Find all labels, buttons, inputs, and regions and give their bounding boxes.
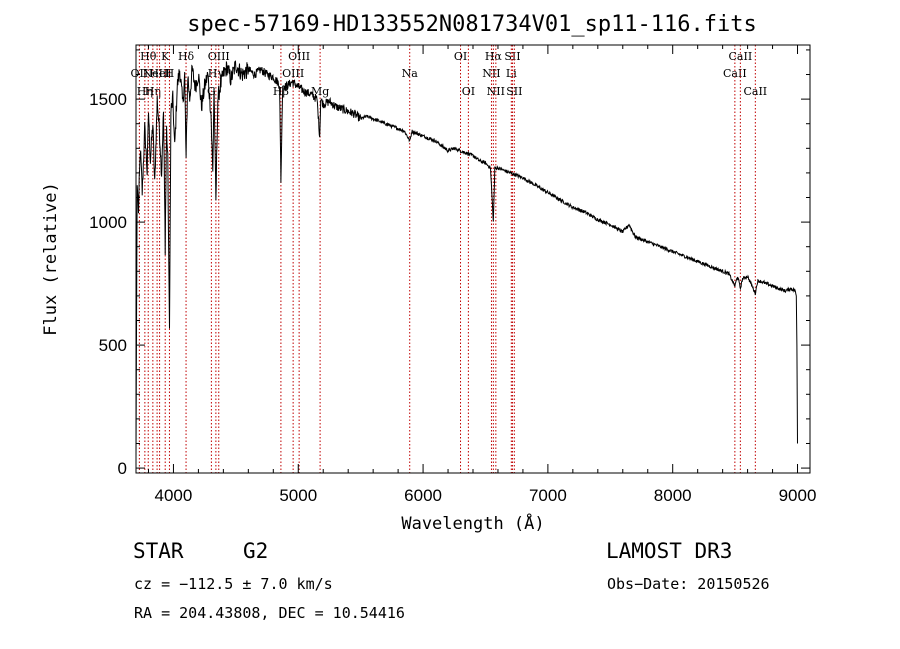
- object-class: STAR: [133, 539, 184, 563]
- coordinates: RA = 204.43808, DEC = 10.54416: [134, 604, 405, 622]
- line-marker-label-22: Li: [506, 67, 517, 80]
- x-tick-label-4000: 4000: [155, 486, 193, 505]
- line-marker-label-11: OIII: [208, 50, 230, 63]
- line-marker-label-17: OI: [454, 50, 467, 63]
- y-tick-label-1000: 1000: [89, 213, 127, 232]
- x-axis-ticks: 4000 5000 6000 7000 8000 9000: [148, 45, 816, 505]
- line-marker-label-20: Hα: [485, 50, 503, 63]
- survey-name: LAMOST DR3: [606, 539, 732, 563]
- y-tick-label-1500: 1500: [89, 90, 127, 109]
- line-marker-label-7: H: [165, 67, 175, 80]
- spectrum-chart: spec-57169-HD133552N081734V01_sp11-116.f…: [0, 0, 900, 649]
- x-tick-label-9000: 9000: [779, 486, 817, 505]
- line-marker-label-21: NII: [487, 85, 505, 98]
- line-marker-label-27: CaII: [743, 85, 767, 98]
- info-block: STAR G2 LAMOST DR3 cz = −112.5 ± 7.0 km/…: [133, 539, 770, 622]
- line-marker-label-6: K: [161, 50, 170, 63]
- cz-value: cz = −112.5 ± 7.0 km/s: [134, 575, 333, 593]
- plot-frame: [136, 45, 810, 473]
- x-tick-label-5000: 5000: [279, 486, 317, 505]
- chart-title: spec-57169-HD133552N081734V01_sp11-116.f…: [187, 12, 757, 37]
- line-marker-label-25: CaII: [723, 67, 747, 80]
- line-marker-label-14: OIII: [288, 50, 310, 63]
- line-marker-label-13: OIII: [282, 67, 304, 80]
- line-marker-label-18: OI: [462, 85, 475, 98]
- line-marker-label-19: NII: [482, 67, 500, 80]
- series-flux: [136, 61, 798, 458]
- obs-date: Obs−Date: 20150526: [607, 575, 770, 593]
- x-tick-label-7000: 7000: [529, 486, 567, 505]
- y-axis-label: Flux (relative): [41, 182, 61, 336]
- series-layer: [136, 61, 798, 458]
- line-marker-label-3: Hη: [145, 85, 161, 98]
- y-tick-label-0: 0: [118, 459, 127, 478]
- subclass: G2: [243, 539, 268, 563]
- x-tick-label-6000: 6000: [404, 486, 442, 505]
- line-marker-label-24: SII: [506, 85, 522, 98]
- y-tick-label-500: 500: [99, 336, 127, 355]
- line-marker-label-16: Na: [402, 67, 419, 80]
- x-tick-label-8000: 8000: [654, 486, 692, 505]
- line-marker-label-8: Hδ: [178, 50, 195, 63]
- line-marker-label-2: Hθ: [140, 50, 157, 63]
- x-axis-label: Wavelength (Å): [401, 512, 544, 534]
- line-marker-label-23: SII: [504, 50, 520, 63]
- line-marker-layer: OIIHηHθHηNeIIIHeIKHHδGHγOIIIHβOIIIOIIIMg…: [131, 45, 768, 473]
- line-marker-label-26: CaII: [729, 50, 753, 63]
